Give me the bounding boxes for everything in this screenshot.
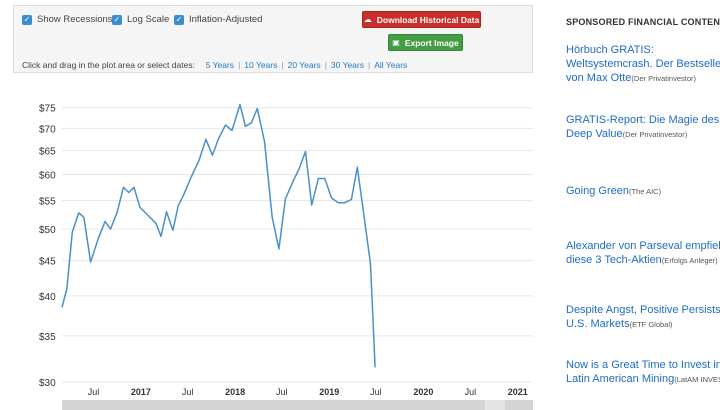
ad-headline[interactable]: Alexander von Parseval empfiehlt (566, 240, 720, 252)
sponsored-ad[interactable]: Hörbuch GRATIS: Weltsystemcrash. Der Best… (566, 43, 720, 86)
x-tick-label: 2019 (319, 387, 339, 397)
ad-headline[interactable]: Weltsystemcrash. Der Bestseller (566, 58, 720, 70)
y-tick-label: $60 (39, 171, 56, 182)
x-tick-label: Jul (88, 387, 100, 397)
log-scale-checkbox[interactable]: ✓ (112, 14, 122, 25)
y-tick-label: $45 (39, 257, 56, 268)
ad-headline[interactable]: Latin American Mining(LatAM INVESTOR) (566, 372, 720, 387)
range-link-10-years[interactable]: 10 Years (244, 60, 278, 70)
ad-headline[interactable]: diese 3 Tech-Aktien(Erfolgs Anleger) (566, 254, 718, 266)
ad-headline[interactable]: U.S. Markets(ETF Global) (566, 318, 673, 330)
sponsored-content-sidebar: SPONSORED FINANCIAL CONTENT Hörbuch GRAT… (566, 0, 720, 410)
inflation-adjusted-option[interactable]: ✓ Inflation-Adjusted (174, 14, 262, 25)
inflation-adjusted-label[interactable]: Inflation-Adjusted (189, 14, 263, 25)
price-chart[interactable]: $30$35$40$45$50$55$60$65$70$75 Jul 2017 Ju… (0, 0, 566, 410)
x-tick-label: Jul (276, 387, 288, 397)
range-divider: | (324, 60, 327, 70)
ad-headline[interactable]: Deep Value(Der Privatinvestor) (566, 128, 688, 140)
y-tick-label: $35 (39, 332, 56, 343)
y-tick-label: $50 (39, 225, 56, 236)
ad-source: (Der Privatinvestor) (631, 74, 697, 83)
range-divider: | (281, 60, 284, 70)
price-series-line (61, 103, 376, 368)
y-tick-label: $40 (39, 292, 56, 303)
range-link-5-years[interactable]: 5 Years (205, 60, 235, 70)
navigator-handle[interactable] (485, 400, 505, 410)
x-tick-label: 2018 (225, 387, 245, 397)
download-historical-data-button[interactable]: ☁ Download Historical Data (362, 11, 481, 28)
x-tick-label: Jul (370, 387, 382, 397)
y-tick-label: $30 (39, 378, 56, 389)
ad-headline[interactable]: Despite Angst, Positive Persists in (566, 304, 720, 316)
date-range-prompt: Click and drag in the plot area or selec… (22, 60, 195, 70)
show-recessions-option[interactable]: ✓ Show Recessions (22, 14, 113, 25)
ad-headline[interactable]: Hörbuch GRATIS: (566, 44, 654, 56)
range-navigator[interactable] (62, 400, 533, 410)
download-icon: ☁ (363, 15, 372, 24)
export-button-label: Export Image (404, 37, 459, 48)
ad-headline[interactable]: Now is a Great Time to Invest in (566, 359, 720, 371)
ad-source: (LatAM INVESTOR) (674, 375, 720, 384)
y-tick-label: $65 (39, 147, 56, 158)
sidebar-title: SPONSORED FINANCIAL CONTENT (566, 17, 720, 27)
x-tick-label: Jul (465, 387, 477, 397)
range-divider: | (238, 60, 241, 70)
y-axis: $30 $35 $40 $45 $50 $55 $60 $65 $70 $75 (39, 104, 56, 389)
image-icon: ▣ (392, 38, 400, 47)
range-link-30-years[interactable]: 30 Years (330, 60, 364, 70)
x-axis: Jul 2017 Jul 2018 Jul 2019 Jul 2020 Jul 2021 (88, 387, 528, 397)
x-tick-label: 2020 (413, 387, 433, 397)
inflation-adjusted-checkbox[interactable]: ✓ (174, 14, 184, 25)
ad-source: (Der Privatinvestor) (622, 130, 688, 139)
x-tick-label: Jul (182, 387, 194, 397)
show-recessions-label[interactable]: Show Recessions (37, 14, 113, 25)
y-tick-label: $55 (39, 197, 56, 208)
range-link-20-years[interactable]: 20 Years (287, 60, 321, 70)
chart-controls-panel: ✓ Show Recessions ✓ Log Scale ✓ Inflatio… (13, 5, 533, 73)
log-scale-option[interactable]: ✓ Log Scale (112, 14, 169, 25)
download-button-label: Download Historical Data (376, 14, 480, 25)
range-link-all-years[interactable]: All Years (374, 60, 408, 70)
ad-source: (The AIC) (628, 187, 662, 196)
ad-source: (Erfolgs Anleger) (661, 256, 718, 265)
log-scale-label[interactable]: Log Scale (127, 14, 170, 25)
export-image-button[interactable]: ▣ Export Image (388, 34, 463, 51)
sponsored-ad[interactable]: Despite Angst, Positive Persists in U.S. … (566, 303, 720, 332)
chart-grid (62, 107, 533, 383)
sponsored-ad[interactable]: Now is a Great Time to Invest in Latin Am… (566, 358, 720, 387)
range-divider: | (368, 60, 371, 70)
ad-headline[interactable]: von Max Otte(Der Privatinvestor) (566, 72, 697, 84)
ad-headline[interactable]: Going Green(The AIC) (566, 185, 662, 197)
ad-headline[interactable]: GRATIS-Report: Die Magie des (566, 114, 720, 126)
sponsored-ad[interactable]: Alexander von Parseval empfiehlt diese 3 … (566, 239, 720, 268)
y-tick-label: $70 (39, 124, 56, 135)
x-tick-label: 2017 (131, 387, 151, 397)
sponsored-ad[interactable]: GRATIS-Report: Die Magie des Deep Value(D… (566, 113, 720, 142)
ad-source: (ETF Global) (629, 320, 673, 329)
date-range-selector: Click and drag in the plot area or selec… (22, 60, 407, 70)
x-tick-label: 2021 (508, 387, 528, 397)
y-tick-label: $75 (39, 104, 56, 115)
sponsored-ad[interactable]: Going Green(The AIC) (566, 184, 720, 199)
show-recessions-checkbox[interactable]: ✓ (22, 14, 32, 25)
